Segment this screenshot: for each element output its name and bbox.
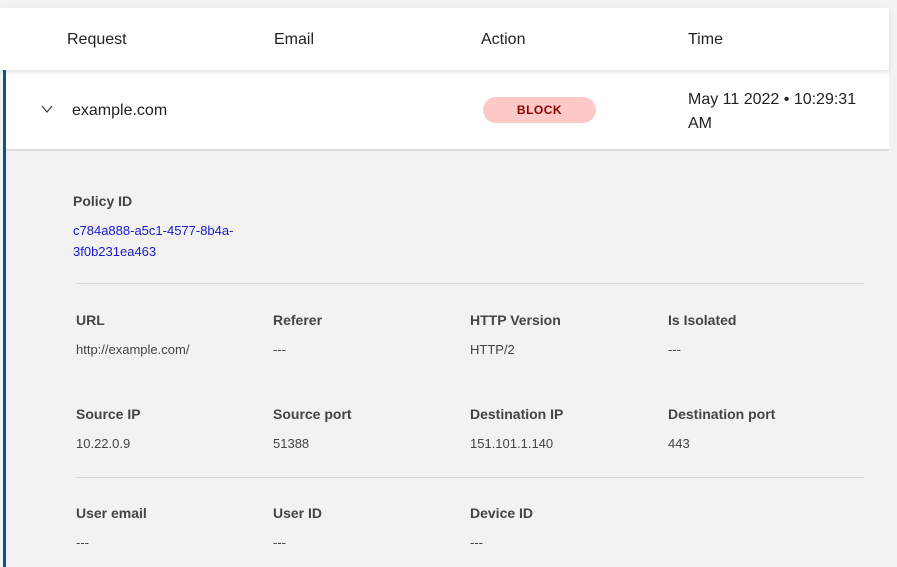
url-value: http://example.com/ xyxy=(76,342,190,357)
request-domain: example.com xyxy=(72,102,168,119)
expanded-row-indicator xyxy=(3,70,6,567)
column-header-email[interactable]: Email xyxy=(274,31,315,48)
table-header: Request Email Action Time xyxy=(0,8,889,70)
table-row[interactable] xyxy=(3,70,889,151)
http-version-value: HTTP/2 xyxy=(470,342,515,357)
column-header-action[interactable]: Action xyxy=(481,31,526,48)
divider xyxy=(76,283,864,284)
url-label: URL xyxy=(76,312,105,328)
device-id-value: --- xyxy=(470,535,483,550)
user-id-value: --- xyxy=(273,535,286,550)
is-isolated-label: Is Isolated xyxy=(668,312,737,328)
device-id-label: Device ID xyxy=(470,505,534,521)
policy-id-label: Policy ID xyxy=(73,193,133,209)
referer-value: --- xyxy=(273,342,286,357)
chevron-down-icon[interactable] xyxy=(40,102,54,116)
destination-port-value: 443 xyxy=(668,436,690,451)
is-isolated-value: --- xyxy=(668,342,681,357)
action-badge: BLOCK xyxy=(483,97,596,123)
source-port-value: 51388 xyxy=(273,436,310,451)
http-version-label: HTTP Version xyxy=(470,312,561,328)
destination-ip-value: 151.101.1.140 xyxy=(470,436,554,451)
request-time: May 11 2022 • 10:29:31 AM xyxy=(688,91,857,132)
referer-label: Referer xyxy=(273,312,323,328)
divider xyxy=(76,477,864,478)
source-ip-value: 10.22.0.9 xyxy=(76,436,131,451)
source-port-label: Source port xyxy=(273,406,352,422)
user-email-label: User email xyxy=(76,505,147,521)
source-ip-label: Source IP xyxy=(76,406,141,422)
column-header-request[interactable]: Request xyxy=(67,31,127,48)
column-header-time[interactable]: Time xyxy=(688,31,723,48)
user-id-label: User ID xyxy=(273,505,323,521)
policy-id-link[interactable]: c784a888-a5c1-4577-8b4a-3f0b231ea463 xyxy=(73,223,234,259)
destination-port-label: Destination port xyxy=(668,406,776,422)
user-email-value: --- xyxy=(76,535,89,550)
destination-ip-label: Destination IP xyxy=(470,406,564,422)
